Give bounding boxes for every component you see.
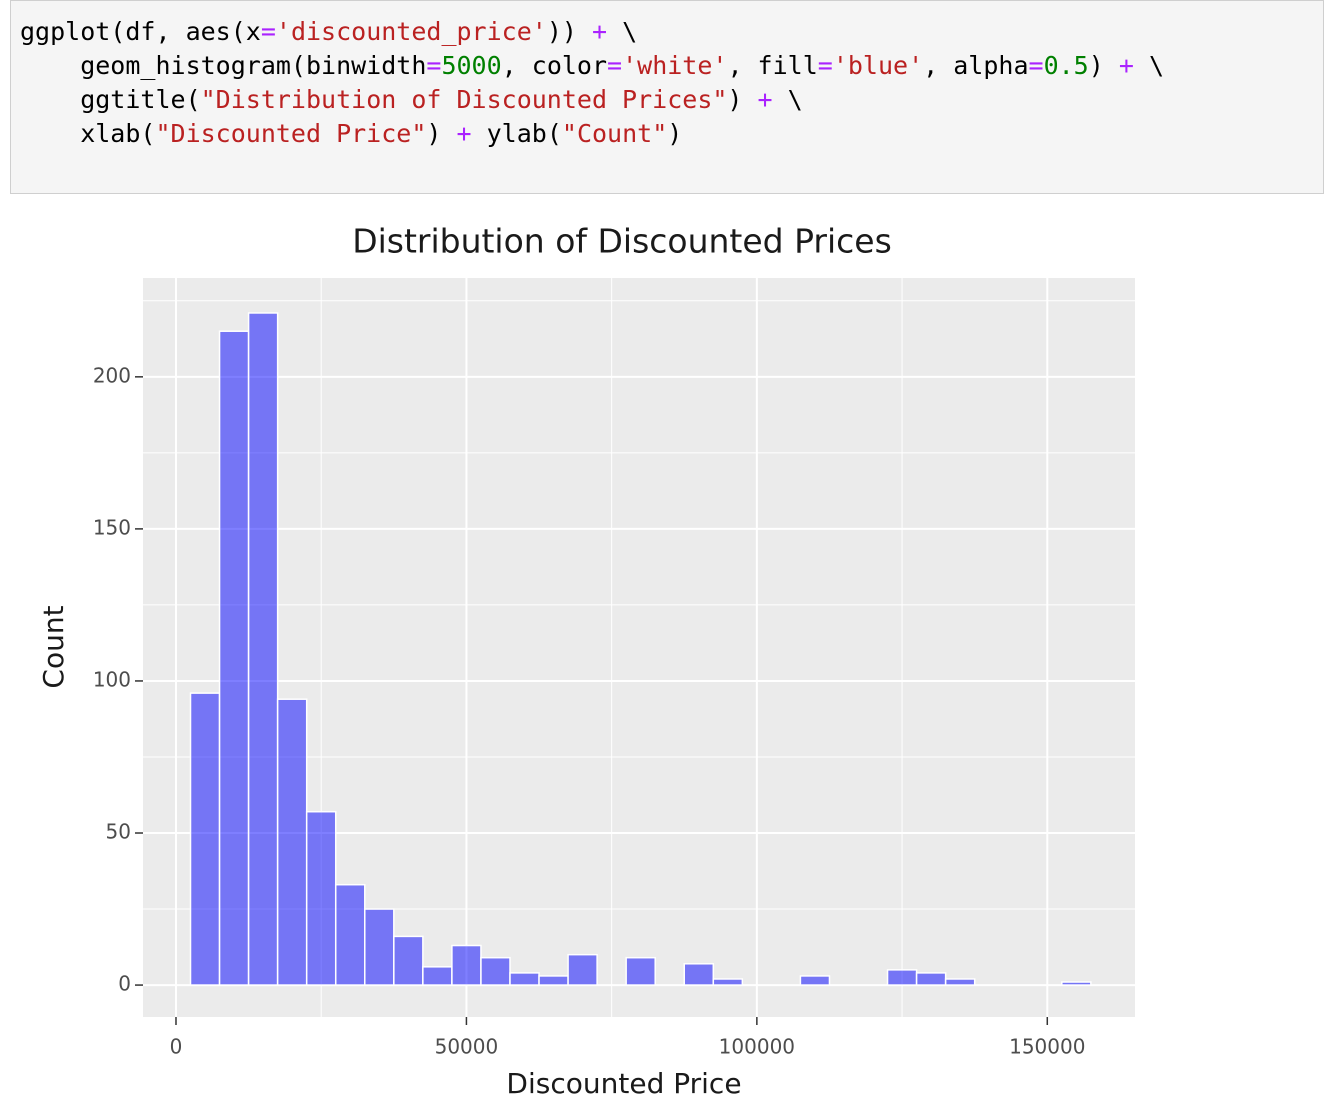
y-tick-label: 200 — [93, 363, 131, 387]
x-axis-label: Discounted Price — [506, 1067, 741, 1100]
bar — [1061, 981, 1092, 986]
code-token: "Distribution of Discounted Prices" — [200, 85, 728, 114]
y-tick-label: 0 — [118, 972, 131, 996]
code-token: "Count" — [561, 119, 668, 148]
bar — [422, 966, 453, 986]
bar — [712, 978, 744, 986]
code-token: \ — [1133, 51, 1164, 80]
code-token: ggplot(df, aes(x — [20, 17, 261, 46]
code-token: geom_histogram(binwidth — [20, 51, 427, 80]
bar — [538, 975, 569, 986]
bar — [305, 810, 337, 986]
code-token: + — [591, 17, 608, 46]
code-token: , alpha — [923, 51, 1029, 80]
code-token: ) — [426, 119, 457, 148]
code-token: = — [1028, 51, 1044, 80]
code-token: + — [1118, 51, 1134, 80]
x-tick-label: 50000 — [435, 1035, 499, 1059]
code-token: ) — [1088, 51, 1119, 80]
y-tick-label: 50 — [106, 820, 131, 844]
code-cell: ggplot(df, aes(x='discounted_price')) + … — [10, 0, 1324, 194]
code-token: ylab( — [471, 119, 562, 148]
code-token: "Discounted Price" — [155, 119, 427, 148]
bar — [364, 908, 395, 986]
code-token: , fill — [727, 51, 818, 80]
code-token: = — [817, 51, 833, 80]
code-token: \ — [772, 85, 803, 114]
x-tick-label: 0 — [170, 1035, 183, 1059]
code-token: = — [260, 17, 276, 46]
code-token: ggtitle( — [20, 85, 201, 114]
chart-title: Distribution of Discounted Prices — [352, 222, 892, 261]
bar — [886, 969, 918, 986]
code-token: \ — [607, 17, 638, 46]
code-token: 'discounted_price' — [275, 17, 547, 46]
bar — [393, 935, 424, 986]
code: ggplot(df, aes(x='discounted_price')) + … — [11, 1, 1323, 151]
y-tick-label: 150 — [93, 515, 131, 539]
bar — [334, 883, 366, 986]
bar — [799, 975, 831, 986]
code-token: )) — [546, 17, 592, 46]
bar — [451, 944, 482, 986]
bar — [944, 978, 976, 986]
y-axis-label: Count — [37, 605, 70, 688]
bar — [567, 953, 598, 986]
x-tick-label: 150000 — [1009, 1035, 1085, 1059]
code-token: = — [607, 51, 623, 80]
code-token: xlab( — [20, 119, 156, 148]
code-token: 'blue' — [832, 51, 924, 80]
code-token: = — [426, 51, 442, 80]
code-token: ) — [727, 85, 758, 114]
code-token: 0.5 — [1043, 51, 1089, 80]
bar — [276, 698, 308, 986]
bar — [218, 330, 250, 986]
code-token: + — [757, 85, 773, 114]
bar — [480, 956, 511, 986]
code-token: ) — [667, 119, 683, 148]
chart: Distribution of Discounted Prices Discou… — [37, 222, 1135, 1100]
bar — [189, 692, 221, 986]
bar — [509, 972, 540, 986]
bar — [247, 312, 279, 986]
code-token: 5000 — [441, 51, 502, 80]
x-tick-label: 100000 — [719, 1035, 795, 1059]
code-token: 'white' — [622, 51, 728, 80]
code-token: , color — [501, 51, 608, 80]
bar — [625, 956, 656, 986]
code-token: + — [456, 119, 472, 148]
bar — [683, 963, 715, 986]
bar — [915, 972, 947, 986]
y-tick-label: 100 — [93, 667, 131, 691]
